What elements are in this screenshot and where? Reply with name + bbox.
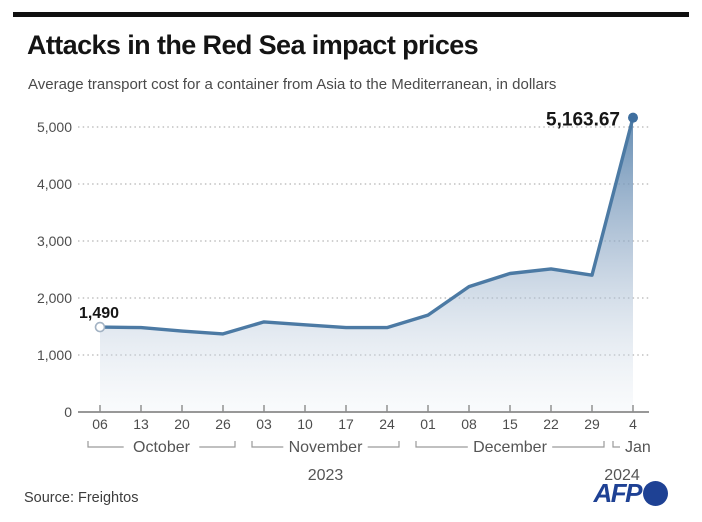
y-tick-label: 2,000 xyxy=(37,290,72,306)
month-label: October xyxy=(133,439,191,456)
top-rule xyxy=(13,12,689,17)
x-tick-label: 10 xyxy=(297,416,313,432)
area-fill xyxy=(100,117,633,412)
month-label-mask xyxy=(123,439,200,454)
x-tick-label: 22 xyxy=(543,416,559,432)
x-tick-label: 13 xyxy=(133,416,149,432)
x-tick-label: 26 xyxy=(215,416,231,432)
month-label-mask xyxy=(283,439,368,454)
month-label: December xyxy=(473,439,547,456)
x-tick-label: 17 xyxy=(338,416,354,432)
y-tick-label: 5,000 xyxy=(37,119,72,135)
afp-logo-circle-icon xyxy=(643,480,668,506)
chart-title: Attacks in the Red Sea impact prices xyxy=(27,30,479,60)
x-tick-label: 29 xyxy=(584,416,600,432)
y-tick-label: 3,000 xyxy=(37,233,72,249)
x-tick-label: 15 xyxy=(502,416,518,432)
x-tick-label: 20 xyxy=(174,416,190,432)
price-line xyxy=(98,115,635,336)
annotation-label: 1,490 xyxy=(79,305,119,322)
month-label: November xyxy=(289,439,363,456)
afp-logo-text: AFP xyxy=(593,478,643,508)
chart-subtitle: Average transport cost for a container f… xyxy=(28,76,557,93)
x-tick-label: 03 xyxy=(256,416,272,432)
afp-logo: AFP xyxy=(593,478,668,508)
x-tick-label: 24 xyxy=(379,416,395,432)
x-tick-label: 4 xyxy=(629,416,637,432)
annotation-label: 5,163.67 xyxy=(546,110,620,131)
end-point-marker xyxy=(628,112,638,123)
month-label: Jan xyxy=(625,439,651,456)
x-tick-label: 08 xyxy=(461,416,477,432)
y-tick-label: 4,000 xyxy=(37,176,72,192)
source-credit: Source: Freightos xyxy=(24,490,139,506)
x-tick-label: 01 xyxy=(420,416,436,432)
x-tick-label: 06 xyxy=(92,416,108,432)
y-tick-label: 1,000 xyxy=(37,347,72,363)
month-bracket xyxy=(612,441,620,448)
year-label: 2023 xyxy=(308,467,344,484)
y-tick-label: 0 xyxy=(64,404,72,420)
start-point-marker xyxy=(94,321,106,333)
month-label-mask xyxy=(467,439,553,454)
year-label: 2024 xyxy=(604,467,640,484)
